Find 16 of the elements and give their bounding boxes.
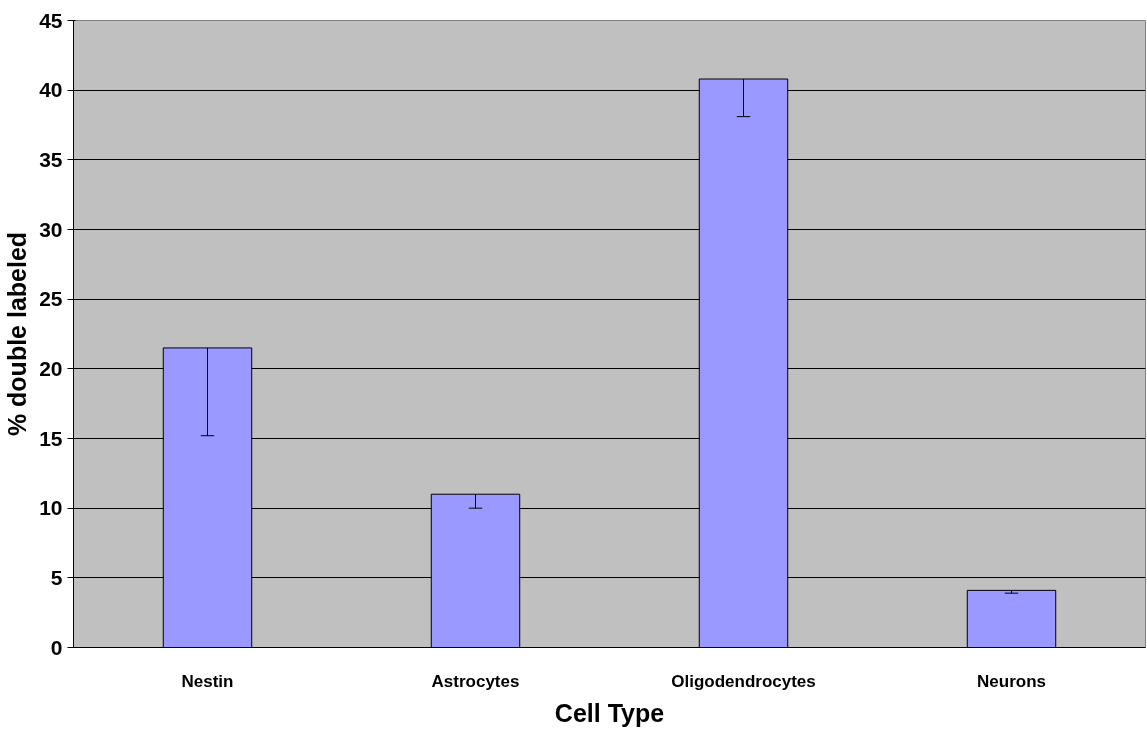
y-tick-label: 30	[39, 217, 63, 241]
y-tick-label: 45	[39, 8, 63, 32]
y-tick-label: 15	[39, 426, 63, 450]
y-tick-label: 40	[39, 78, 63, 102]
x-tick-label: Oligodendrocytes	[671, 671, 816, 691]
y-axis-title: % double labeled	[3, 231, 32, 437]
x-axis-title: Cell Type	[554, 698, 665, 727]
x-tick-label: Astrocytes	[431, 671, 520, 691]
y-tick-label: 25	[39, 287, 63, 311]
y-tick-label: 35	[39, 147, 63, 171]
x-tick-label: Neurons	[977, 671, 1046, 691]
y-tick-label: 20	[39, 356, 63, 380]
y-tick-label: 0	[50, 635, 63, 659]
x-tick-label: Nestin	[181, 671, 234, 691]
y-tick-label: 5	[50, 565, 63, 589]
y-tick-label: 10	[39, 496, 63, 520]
